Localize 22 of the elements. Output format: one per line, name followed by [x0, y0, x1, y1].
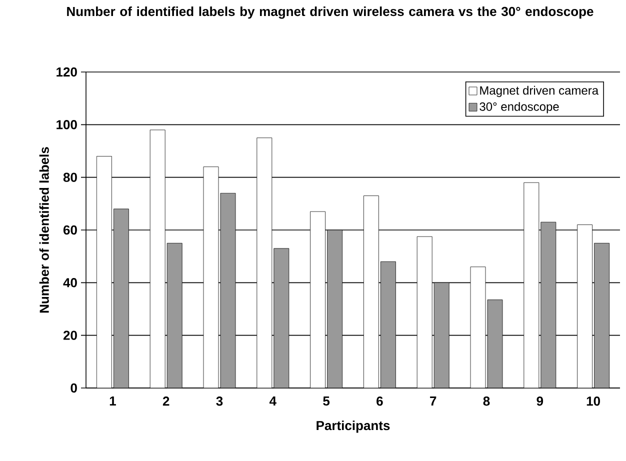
x-tick-label: 3: [216, 396, 223, 406]
y-tick-label: 20: [63, 330, 77, 340]
y-tick-label: 120: [56, 67, 77, 77]
x-tick-label: 8: [483, 396, 490, 406]
x-tick-label: 10: [586, 396, 600, 406]
x-tick-label: 2: [162, 396, 170, 406]
legend-label: Magnet driven camera: [480, 86, 599, 98]
x-tick-label: 9: [536, 396, 544, 406]
y-tick-label: 100: [56, 120, 77, 130]
y-axis-title: Number of identified labels: [39, 147, 49, 313]
chart-title: Number of identified labels by magnet driven wireless camera vs the 30° endoscope: [67, 6, 594, 19]
y-tick-label: 0: [70, 383, 77, 393]
x-tick-label: 4: [269, 396, 276, 406]
x-tick-label: 7: [430, 396, 436, 406]
x-tick-label: 6: [376, 396, 383, 406]
legend-label: 30° endoscope: [480, 102, 559, 114]
y-tick-label: 80: [63, 172, 77, 182]
x-tick-label: 1: [110, 396, 116, 406]
y-tick-label: 60: [63, 225, 77, 235]
y-tick-label: 40: [63, 278, 77, 288]
x-tick-label: 5: [323, 396, 330, 406]
x-axis-title: Participants: [316, 420, 390, 433]
